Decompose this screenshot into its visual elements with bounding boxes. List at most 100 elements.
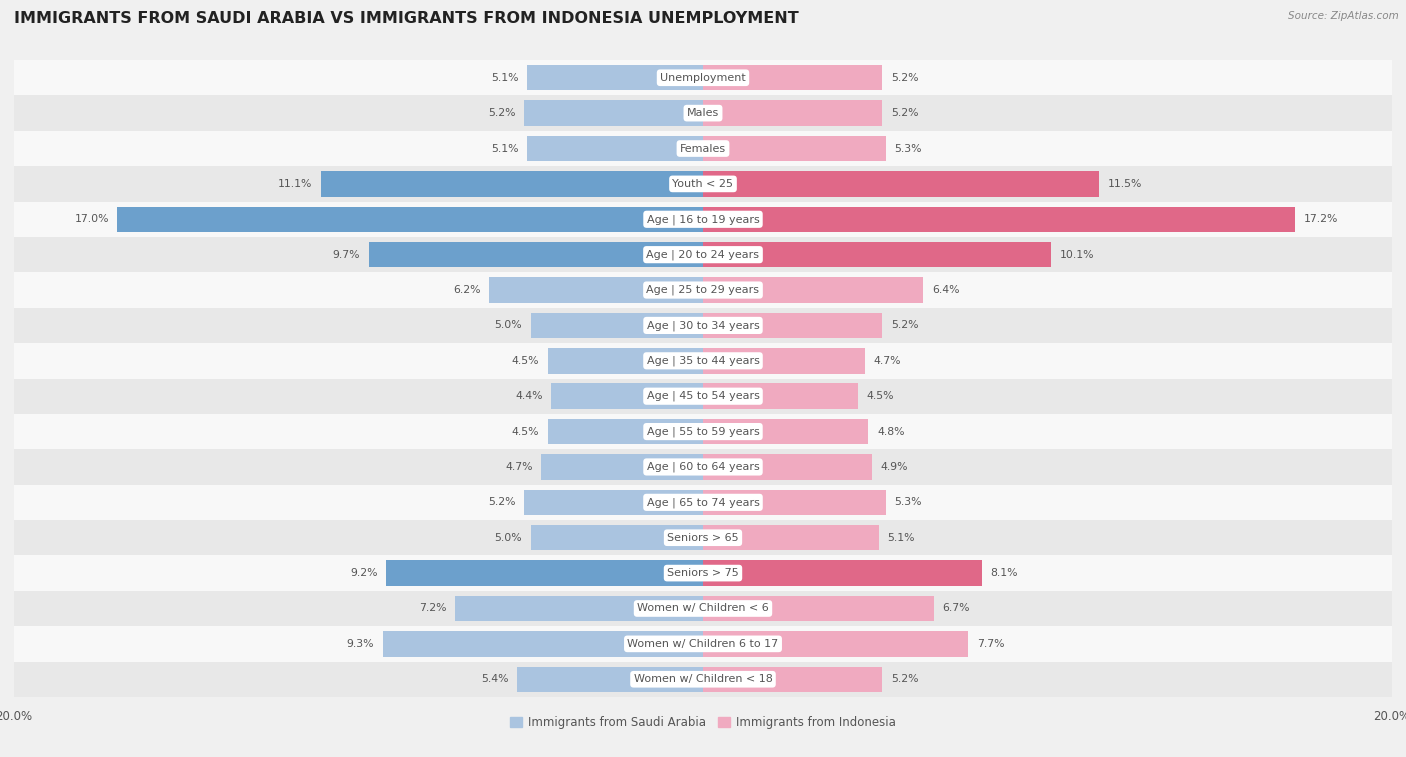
Text: Age | 16 to 19 years: Age | 16 to 19 years	[647, 214, 759, 225]
Bar	[548, 348, 703, 373]
Bar	[14, 626, 1392, 662]
Bar	[703, 666, 882, 692]
Bar	[703, 525, 879, 550]
Bar	[456, 596, 703, 621]
Text: 11.1%: 11.1%	[277, 179, 312, 189]
Text: 6.4%: 6.4%	[932, 285, 959, 295]
Bar	[703, 313, 882, 338]
Text: Youth < 25: Youth < 25	[672, 179, 734, 189]
Text: Age | 60 to 64 years: Age | 60 to 64 years	[647, 462, 759, 472]
Text: Seniors > 75: Seniors > 75	[666, 568, 740, 578]
Bar	[14, 343, 1392, 378]
Text: 4.9%: 4.9%	[880, 462, 908, 472]
Text: 5.2%: 5.2%	[891, 108, 918, 118]
Text: 5.3%: 5.3%	[894, 497, 922, 507]
Bar	[703, 136, 886, 161]
Bar	[517, 666, 703, 692]
Text: 4.7%: 4.7%	[505, 462, 533, 472]
Text: IMMIGRANTS FROM SAUDI ARABIA VS IMMIGRANTS FROM INDONESIA UNEMPLOYMENT: IMMIGRANTS FROM SAUDI ARABIA VS IMMIGRAN…	[14, 11, 799, 26]
Text: 4.5%: 4.5%	[512, 427, 540, 437]
Bar	[703, 419, 869, 444]
Bar	[703, 207, 1295, 232]
Text: Women w/ Children < 6: Women w/ Children < 6	[637, 603, 769, 613]
Bar	[14, 520, 1392, 556]
Text: 5.1%: 5.1%	[887, 533, 915, 543]
Text: 17.0%: 17.0%	[75, 214, 108, 224]
Text: 17.2%: 17.2%	[1305, 214, 1339, 224]
Bar	[14, 378, 1392, 414]
Text: Males: Males	[688, 108, 718, 118]
Text: 5.2%: 5.2%	[488, 497, 515, 507]
Text: Age | 35 to 44 years: Age | 35 to 44 years	[647, 356, 759, 366]
Text: Age | 45 to 54 years: Age | 45 to 54 years	[647, 391, 759, 401]
Bar	[527, 136, 703, 161]
Text: 4.7%: 4.7%	[873, 356, 901, 366]
Bar	[387, 560, 703, 586]
Text: 4.8%: 4.8%	[877, 427, 904, 437]
Text: 5.2%: 5.2%	[891, 320, 918, 330]
Text: Age | 65 to 74 years: Age | 65 to 74 years	[647, 497, 759, 508]
Bar	[14, 484, 1392, 520]
Bar	[541, 454, 703, 480]
Bar	[14, 308, 1392, 343]
Bar	[527, 65, 703, 91]
Bar	[14, 590, 1392, 626]
Text: Source: ZipAtlas.com: Source: ZipAtlas.com	[1288, 11, 1399, 21]
Bar	[703, 490, 886, 515]
Bar	[703, 454, 872, 480]
Bar	[703, 560, 981, 586]
Bar	[382, 631, 703, 656]
Bar	[531, 313, 703, 338]
Text: 5.0%: 5.0%	[495, 533, 522, 543]
Text: Age | 30 to 34 years: Age | 30 to 34 years	[647, 320, 759, 331]
Text: 9.3%: 9.3%	[346, 639, 374, 649]
Bar	[703, 348, 865, 373]
Text: 6.2%: 6.2%	[453, 285, 481, 295]
Bar	[14, 414, 1392, 449]
Bar	[14, 662, 1392, 697]
Text: 11.5%: 11.5%	[1108, 179, 1142, 189]
Bar	[14, 237, 1392, 273]
Bar	[703, 596, 934, 621]
Legend: Immigrants from Saudi Arabia, Immigrants from Indonesia: Immigrants from Saudi Arabia, Immigrants…	[506, 712, 900, 734]
Text: 5.1%: 5.1%	[491, 144, 519, 154]
Bar	[14, 167, 1392, 201]
Text: 8.1%: 8.1%	[991, 568, 1018, 578]
Text: 9.2%: 9.2%	[350, 568, 377, 578]
Bar	[321, 171, 703, 197]
Text: 10.1%: 10.1%	[1060, 250, 1094, 260]
Bar	[14, 95, 1392, 131]
Bar	[117, 207, 703, 232]
Bar	[703, 171, 1099, 197]
Bar	[524, 490, 703, 515]
Text: Unemployment: Unemployment	[661, 73, 745, 83]
Bar	[703, 277, 924, 303]
Bar	[703, 384, 858, 409]
Text: 5.2%: 5.2%	[891, 73, 918, 83]
Bar	[14, 556, 1392, 590]
Bar	[524, 101, 703, 126]
Bar	[703, 631, 969, 656]
Bar	[703, 242, 1050, 267]
Text: Seniors > 65: Seniors > 65	[668, 533, 738, 543]
Bar	[14, 273, 1392, 308]
Text: Women w/ Children 6 to 17: Women w/ Children 6 to 17	[627, 639, 779, 649]
Bar	[14, 449, 1392, 484]
Text: 5.4%: 5.4%	[481, 674, 509, 684]
Bar	[368, 242, 703, 267]
Text: 4.5%: 4.5%	[866, 391, 894, 401]
Bar	[548, 419, 703, 444]
Text: Women w/ Children < 18: Women w/ Children < 18	[634, 674, 772, 684]
Bar	[14, 131, 1392, 167]
Text: Females: Females	[681, 144, 725, 154]
Text: 5.3%: 5.3%	[894, 144, 922, 154]
Text: 5.0%: 5.0%	[495, 320, 522, 330]
Bar	[703, 65, 882, 91]
Text: 7.7%: 7.7%	[977, 639, 1004, 649]
Bar	[551, 384, 703, 409]
Bar	[14, 60, 1392, 95]
Bar	[489, 277, 703, 303]
Text: 4.4%: 4.4%	[516, 391, 543, 401]
Bar	[14, 201, 1392, 237]
Text: Age | 25 to 29 years: Age | 25 to 29 years	[647, 285, 759, 295]
